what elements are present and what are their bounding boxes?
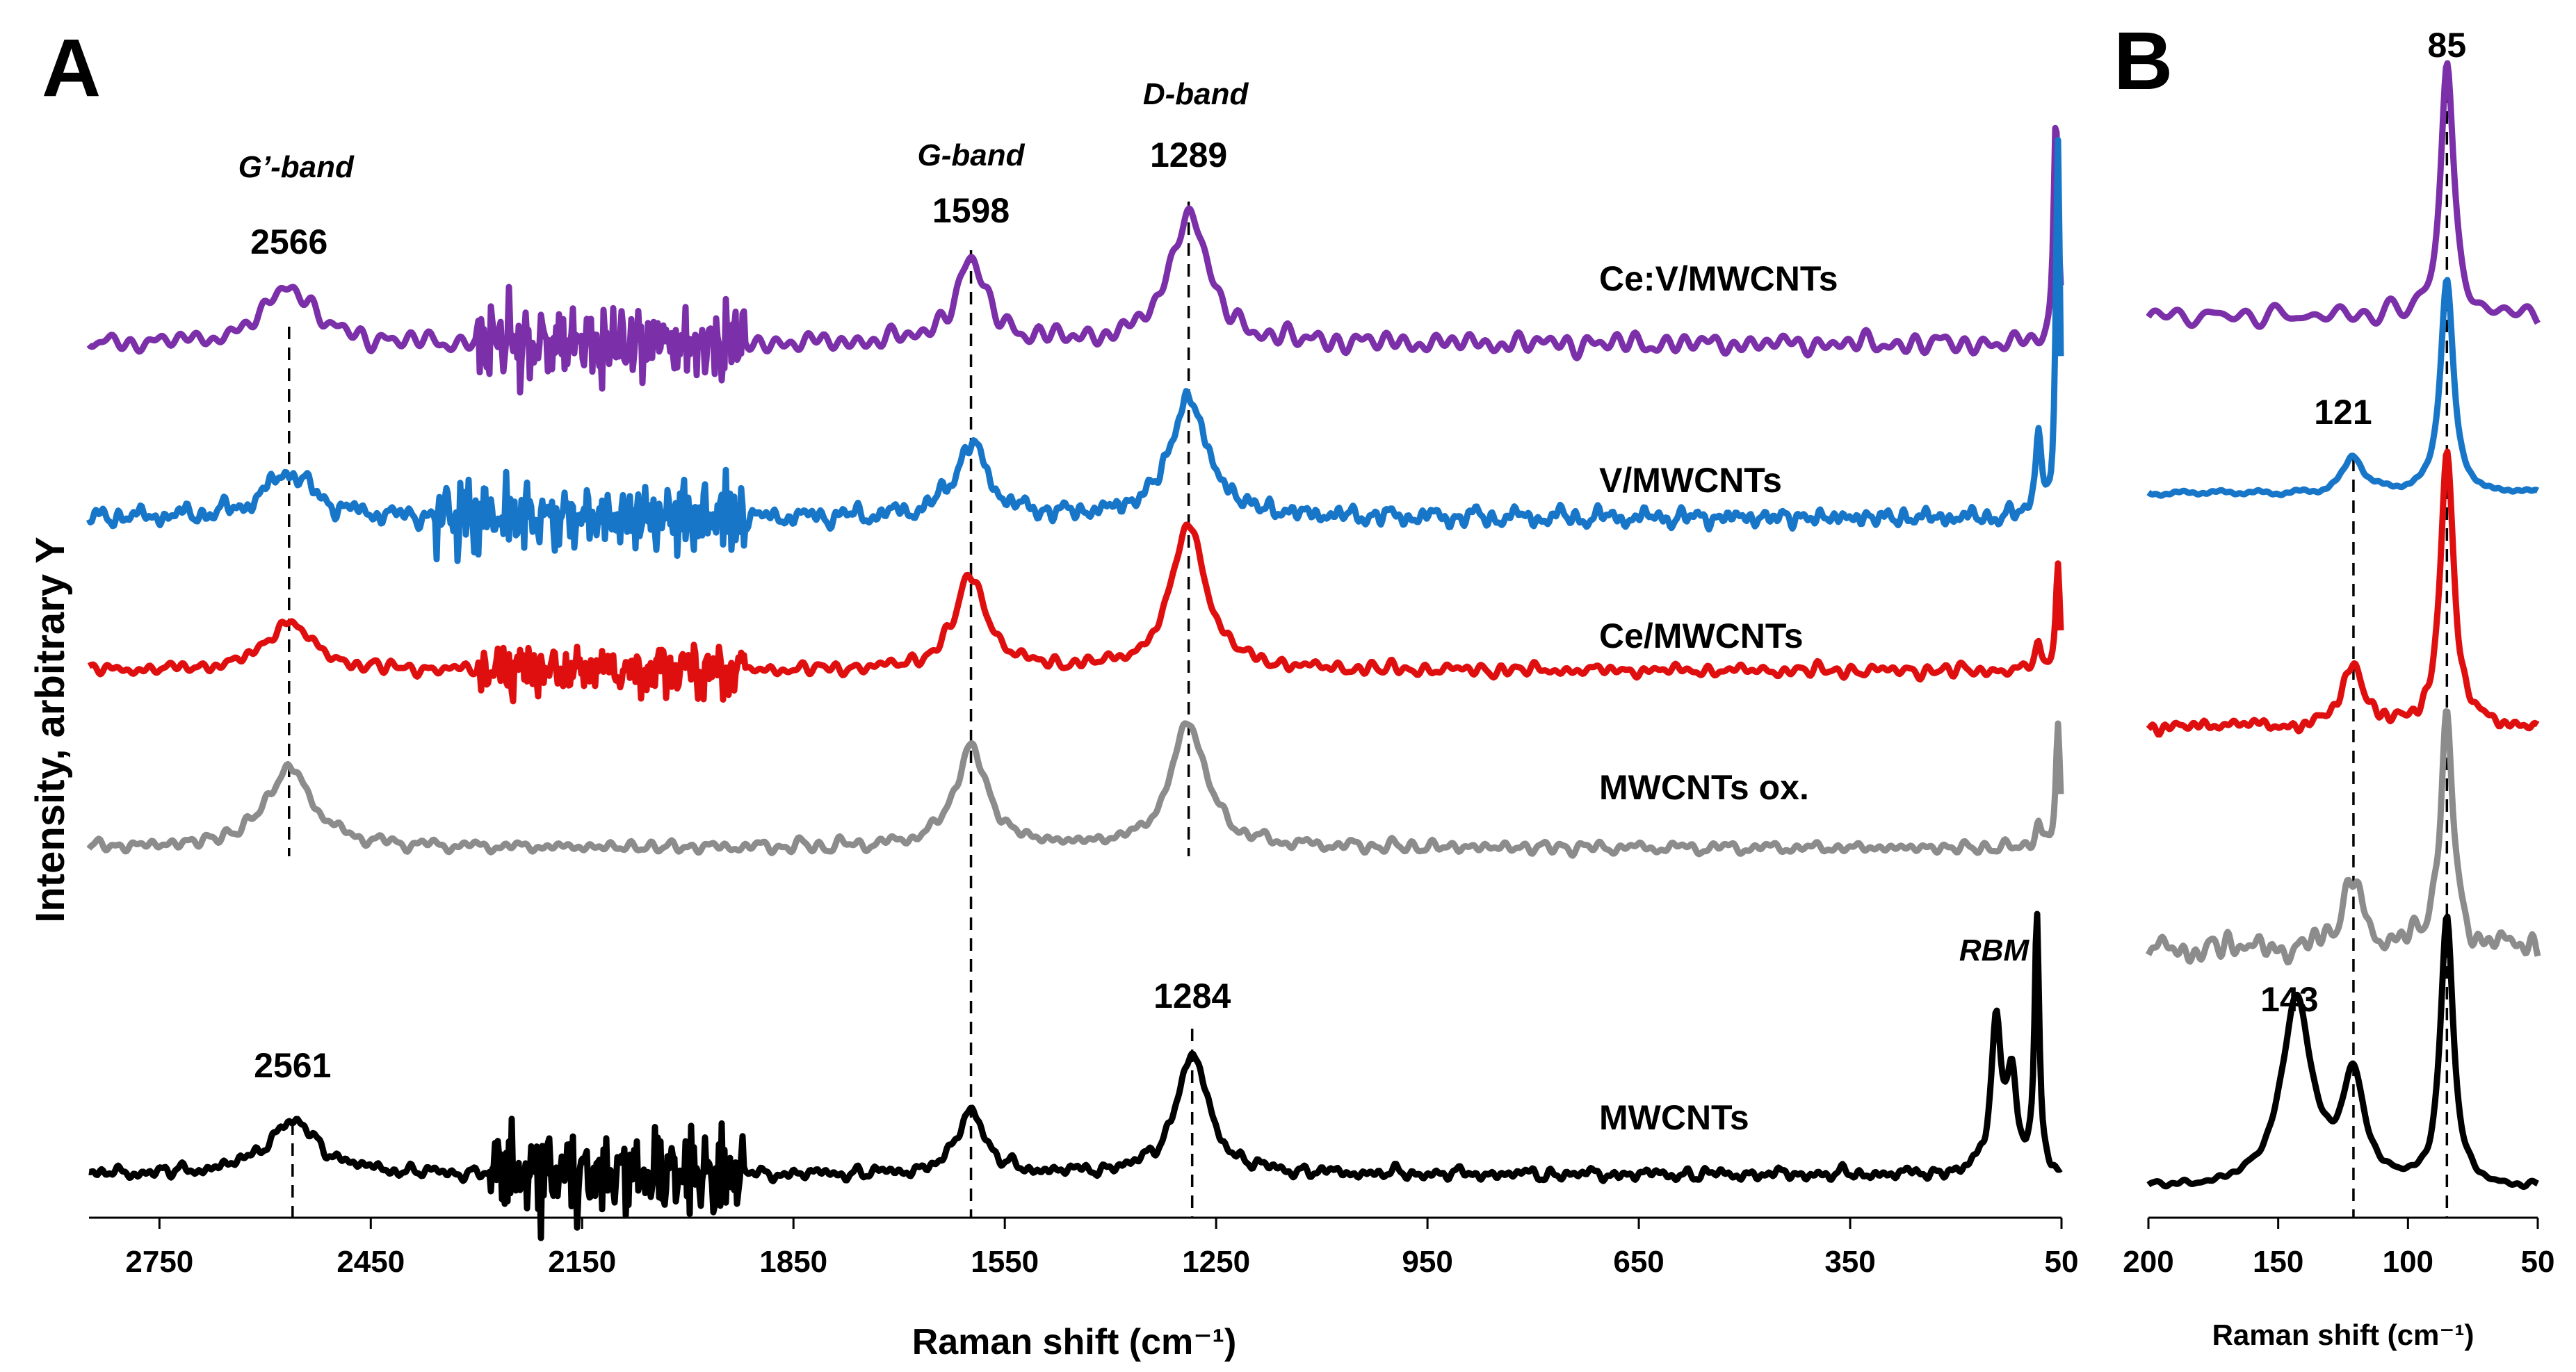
- x-tick-label-a-50: 50: [2045, 1245, 2079, 1279]
- peak-label-1284: 1284: [1153, 977, 1231, 1015]
- band-label-rbm: RBM: [1959, 933, 2030, 967]
- peak-label-2566: 2566: [250, 222, 327, 261]
- series-label-mwcnts-ox: MWCNTs ox.: [1599, 768, 1809, 807]
- series-label-ce-v-mwcnts: Ce:V/MWCNTs: [1599, 259, 1838, 298]
- peak-label-b-85: 85: [2428, 26, 2467, 65]
- series-a-ce-v-mwcnts: [86, 124, 2064, 395]
- panel-b: B 200 150 100 50 85 121 143 Raman shift (cm⁻¹…: [2114, 15, 2554, 1351]
- series-label-v-mwcnts: V/MWCNTs: [1599, 461, 1782, 500]
- peak-label-1289: 1289: [1150, 136, 1227, 174]
- peak-label-b-143: 143: [2260, 980, 2318, 1019]
- series-label-ce-mwcnts: Ce/MWCNTs: [1599, 616, 1804, 655]
- peak-label-1598: 1598: [932, 191, 1010, 230]
- series-b-ce-mwcnts: [2146, 448, 2540, 738]
- y-axis-label: Intensity, arbitrary Y: [28, 537, 73, 923]
- band-label-d-band: D-band: [1143, 77, 1249, 111]
- peak-label-2561: 2561: [254, 1046, 331, 1085]
- x-tick-label-a-350: 350: [1824, 1245, 1875, 1279]
- x-tick-label-a-1850: 1850: [759, 1245, 827, 1279]
- x-tick-label-a-1550: 1550: [971, 1245, 1039, 1279]
- x-tick-label-b-100: 100: [2383, 1245, 2433, 1279]
- x-axis-label-a: Raman shift (cm⁻¹): [912, 1322, 1237, 1362]
- series-b-v-mwcnts: [2146, 277, 2540, 499]
- band-label-g-band: G’-band: [238, 150, 355, 184]
- x-tick-label-a-2750: 2750: [125, 1245, 193, 1279]
- series-a-v-mwcnts: [86, 136, 2064, 564]
- x-tick-label-a-650: 650: [1613, 1245, 1664, 1279]
- panel-a: A Intensity, arbitrary Y 2750 2450 2150 185…: [28, 22, 2078, 1362]
- x-tick-label-a-2150: 2150: [548, 1245, 616, 1279]
- series-b-ce-v-mwcnts: [2146, 60, 2541, 330]
- series-a-mwcnts: [87, 910, 2063, 1241]
- series-label-mwcnts: MWCNTs: [1599, 1098, 1749, 1137]
- x-tick-label-b-50: 50: [2521, 1245, 2555, 1279]
- panel-b-letter: B: [2114, 15, 2173, 107]
- band-label-g-band: G-band: [918, 138, 1026, 172]
- x-tick-label-a-1250: 1250: [1182, 1245, 1250, 1279]
- series-a-ce-mwcnts: [87, 521, 2064, 705]
- x-tick-label-a-950: 950: [1402, 1245, 1452, 1279]
- x-tick-label-a-2450: 2450: [337, 1245, 405, 1279]
- panel-a-letter: A: [42, 22, 101, 114]
- peak-label-b-121: 121: [2314, 393, 2372, 432]
- series-a-mwcnts-ox: [86, 720, 2064, 859]
- x-tick-label-b-200: 200: [2123, 1245, 2173, 1279]
- series-b-mwcnts: [2146, 913, 2540, 1191]
- series-b-mwcnts-ox: [2146, 708, 2541, 965]
- x-tick-label-b-150: 150: [2253, 1245, 2303, 1279]
- x-axis-label-b: Raman shift (cm⁻¹): [2212, 1318, 2474, 1351]
